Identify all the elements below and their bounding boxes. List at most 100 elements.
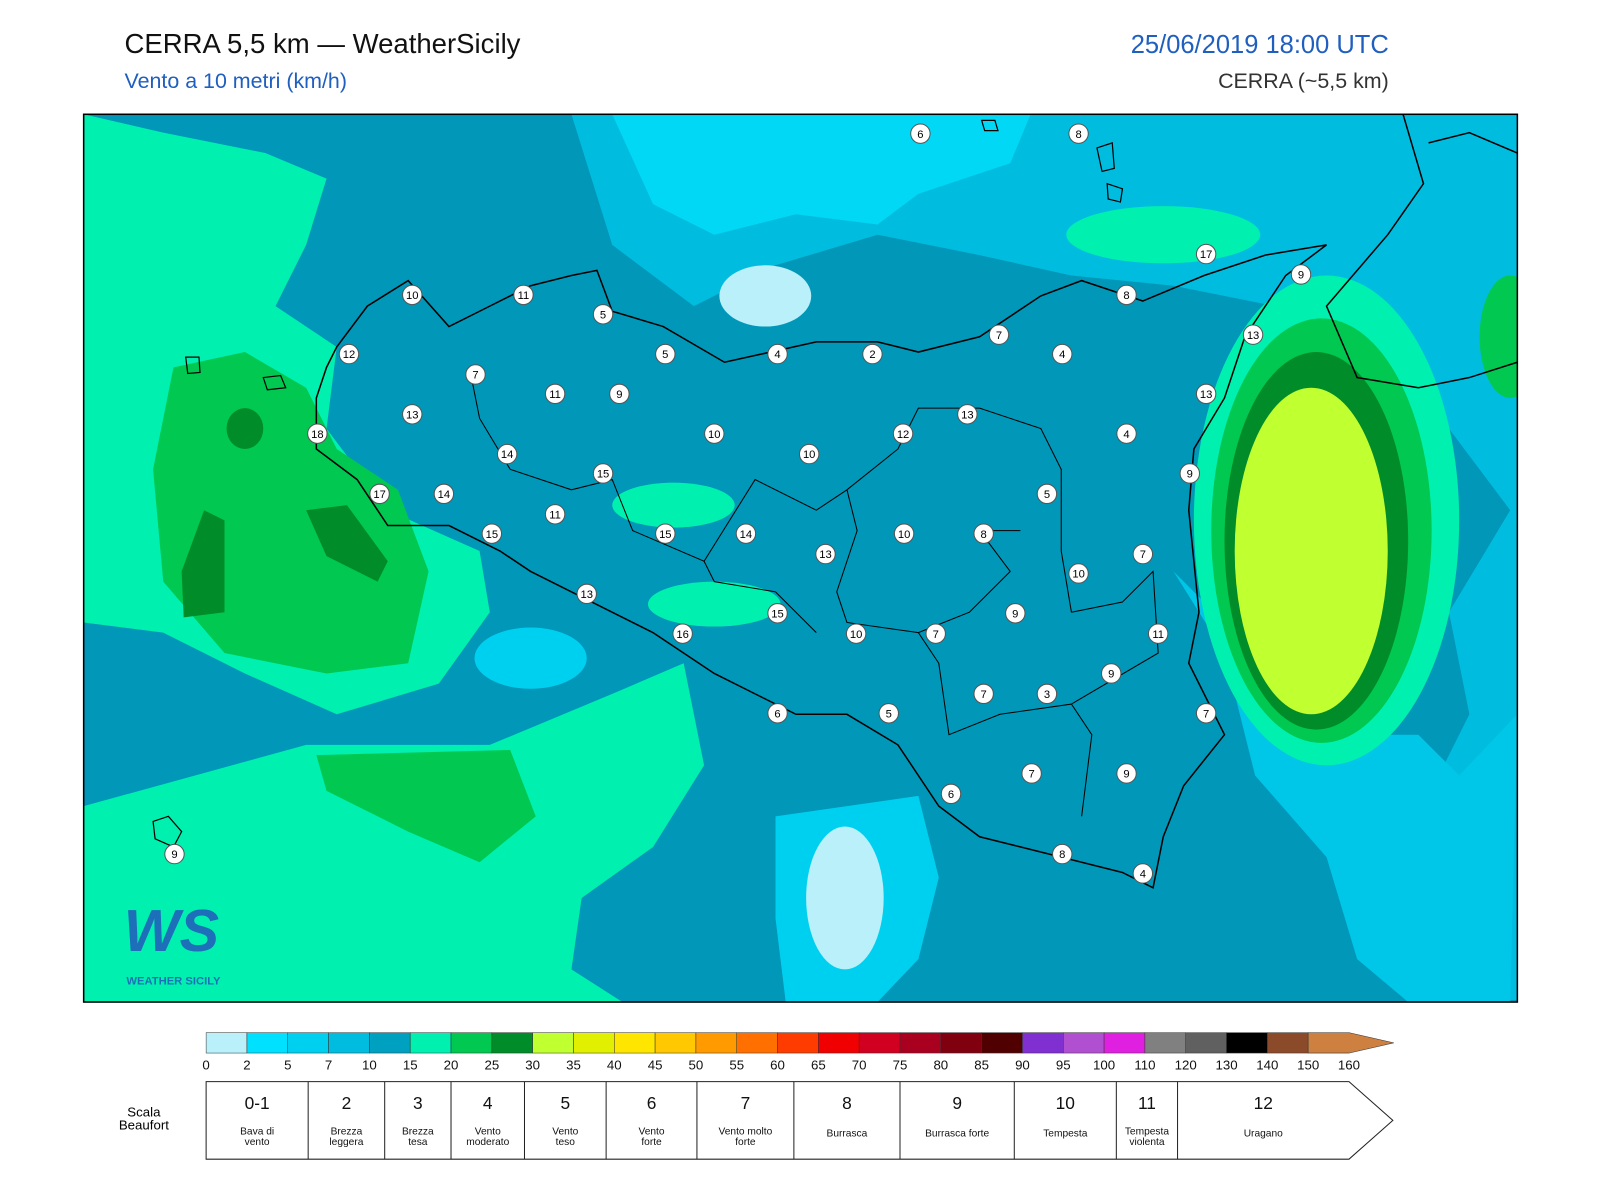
station-value: 17 [373, 489, 385, 501]
station-value: 7 [981, 689, 987, 701]
colorbar-segment [1144, 1032, 1186, 1054]
station-value: 16 [676, 629, 688, 641]
station-marker [735, 523, 757, 544]
colorbar-segment [818, 1032, 860, 1054]
colorbar-tick-label: 25 [484, 1057, 499, 1072]
station-marker [767, 603, 788, 624]
colorbar-segment [1226, 1032, 1268, 1054]
wind-area [806, 826, 884, 970]
colorbar-tick-label: 2 [243, 1057, 250, 1072]
colorbar: 0 2 5 7 10 15 20 25 30 35 40 45 50 55 60 65 70 75 80 85 90 95… [202, 1032, 1394, 1072]
colorbar-tick-label: 110 [1134, 1057, 1155, 1072]
colorbar-tick-label: 90 [1015, 1057, 1030, 1072]
colorbar-segment [573, 1032, 615, 1054]
colorbar-tick-label: 70 [852, 1057, 867, 1072]
station-marker [338, 343, 360, 365]
beaufort-force: 10 [1056, 1093, 1075, 1113]
station-marker [465, 364, 486, 385]
station-value: 13 [961, 409, 973, 421]
station-value: 7 [996, 330, 1002, 342]
colorbar-segment [205, 1032, 248, 1054]
station-marker [973, 683, 994, 705]
station-marker [862, 343, 883, 365]
station-value: 6 [917, 129, 923, 141]
station-value: 5 [1044, 489, 1050, 501]
station-value: 9 [171, 849, 177, 861]
colorbar-tick-label: 85 [974, 1057, 989, 1072]
colorbar-segment [1103, 1032, 1146, 1054]
islands [152, 119, 1124, 848]
station-value: 4 [1123, 429, 1129, 441]
map-frame [82, 113, 1519, 1003]
station-value: 13 [1247, 330, 1259, 342]
beaufort-force: 2 [342, 1093, 352, 1113]
beaufort-name: Vento molto forte [719, 1127, 773, 1148]
beaufort-scale: Scala Beaufort 0-1 Bava di vento 2 Brezza legg… [119, 1081, 1394, 1160]
beaufort-name: Bava di vento [240, 1127, 274, 1148]
colorbar-segment [369, 1032, 411, 1054]
station-marker [655, 343, 676, 365]
colorbar-tick-label: 7 [325, 1057, 332, 1072]
colorbar-tick-label: 35 [566, 1057, 581, 1072]
station-value: 9 [1123, 769, 1129, 781]
colorbar-tick-label: 55 [729, 1057, 744, 1072]
beaufort-name: Burrasca forte [925, 1129, 989, 1140]
colorbar-segment [614, 1032, 656, 1054]
wind-area [1066, 206, 1261, 264]
colorbar-tick-label: 50 [689, 1057, 704, 1072]
station-marker [1116, 763, 1137, 784]
beaufort-name: Tempesta violenta [1125, 1127, 1170, 1148]
station-marker [1132, 863, 1154, 884]
colorbar-tick-label: 15 [403, 1057, 418, 1072]
station-marker [988, 324, 1010, 345]
station-value: 7 [933, 629, 939, 641]
colorbar-segment [328, 1032, 370, 1054]
station-marker [576, 583, 597, 605]
beaufort-force: 3 [413, 1093, 423, 1113]
colorbar-tick-label: 80 [933, 1057, 948, 1072]
station-value: 13 [819, 549, 831, 561]
colorbar-segment [981, 1032, 1023, 1054]
station-marker [655, 523, 676, 544]
datetime: 25/06/2019 18:00 UTC [1131, 31, 1389, 59]
colorbar-tick-label: 10 [362, 1057, 377, 1072]
station-value: 4 [774, 349, 780, 361]
station-marker [1179, 463, 1200, 484]
italy-coastline [1325, 114, 1518, 389]
station-value: 14 [501, 449, 513, 461]
station-marker [433, 483, 455, 505]
station-marker [973, 523, 994, 544]
station-value: 2 [869, 349, 875, 361]
colorbar-tick-label: 65 [811, 1057, 826, 1072]
station-marker [878, 703, 899, 724]
colorbar-segment [940, 1032, 982, 1054]
colorbar-tick-label: 140 [1256, 1057, 1278, 1072]
colorbar-tick-label: 40 [607, 1057, 622, 1072]
station-value: 4 [1059, 349, 1065, 361]
station-marker [798, 443, 820, 465]
colorbar-segment [1063, 1032, 1105, 1054]
logo-text: WEATHER SICILY [126, 976, 221, 988]
colorbar-tick-label: 5 [284, 1057, 291, 1072]
model-label: CERRA (~5,5 km) [1218, 69, 1389, 93]
station-value: 15 [597, 469, 609, 481]
station-value: 8 [1123, 290, 1129, 302]
station-value: 17 [1200, 249, 1212, 261]
station-marker [369, 483, 390, 505]
station-marker [592, 463, 614, 484]
station-marker [1195, 383, 1217, 405]
station-marker [1068, 563, 1089, 584]
colorbar-tick-label: 45 [648, 1057, 663, 1072]
colorbar-tick-label: 120 [1175, 1057, 1197, 1072]
station-marker [892, 423, 914, 444]
station-marker [845, 623, 867, 644]
station-marker [767, 343, 788, 365]
colorbar-segment [1307, 1032, 1394, 1054]
beaufort-force: 9 [952, 1093, 962, 1113]
station-value: 11 [549, 509, 561, 521]
sicily-coastline [315, 244, 1327, 889]
station-value: 14 [438, 489, 450, 501]
station-value: 13 [580, 589, 592, 601]
stations: 6 8 17 9 10 11 5 8 13 7 12 5 4 2 4 7 11 9 13 13 13 18 10 12 4 14 1… [164, 123, 1312, 884]
station-marker [1052, 843, 1073, 865]
